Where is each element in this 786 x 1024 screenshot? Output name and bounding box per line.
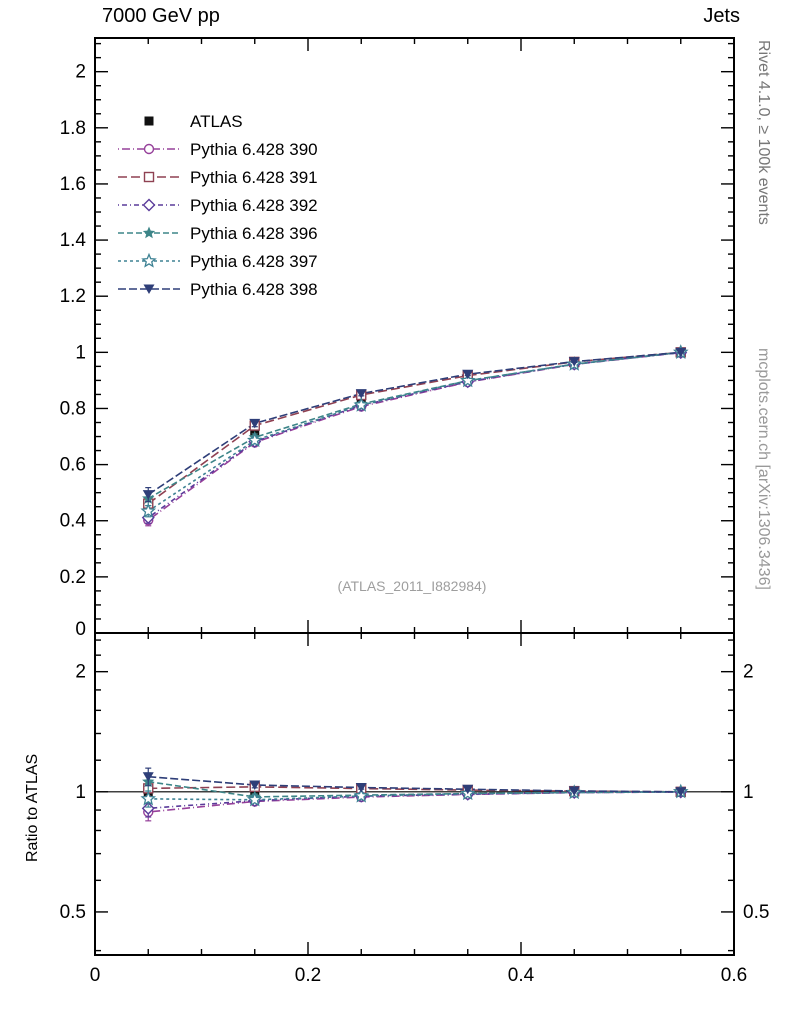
svg-text:0.6: 0.6 bbox=[721, 965, 747, 986]
svg-text:1.4: 1.4 bbox=[60, 230, 87, 251]
svg-text:ATLAS: ATLAS bbox=[190, 112, 243, 131]
svg-text:Pythia 6.428 397: Pythia 6.428 397 bbox=[190, 252, 318, 271]
svg-text:2: 2 bbox=[743, 662, 754, 683]
svg-text:2: 2 bbox=[75, 62, 86, 83]
svg-text:Pythia 6.428 392: Pythia 6.428 392 bbox=[190, 196, 318, 215]
svg-text:Pythia 6.428 391: Pythia 6.428 391 bbox=[190, 168, 318, 187]
analysis-id-watermark: (ATLAS_2011_I882984) bbox=[337, 578, 487, 594]
svg-text:0.6: 0.6 bbox=[60, 455, 86, 476]
svg-text:0: 0 bbox=[90, 965, 101, 986]
svg-text:0: 0 bbox=[75, 619, 86, 640]
svg-text:1: 1 bbox=[743, 782, 754, 803]
svg-text:0.2: 0.2 bbox=[60, 567, 86, 588]
svg-text:2: 2 bbox=[75, 662, 86, 683]
svg-text:Pythia 6.428 396: Pythia 6.428 396 bbox=[190, 224, 318, 243]
svg-text:0.2: 0.2 bbox=[295, 965, 321, 986]
plot-title-process: Jets bbox=[703, 5, 740, 27]
svg-text:0.4: 0.4 bbox=[60, 511, 87, 532]
svg-text:0.5: 0.5 bbox=[743, 902, 769, 923]
svg-text:0.4: 0.4 bbox=[508, 965, 535, 986]
svg-text:1.2: 1.2 bbox=[60, 286, 86, 307]
svg-text:Pythia 6.428 398: Pythia 6.428 398 bbox=[190, 280, 318, 299]
svg-text:1.6: 1.6 bbox=[60, 174, 86, 195]
svg-text:0.8: 0.8 bbox=[60, 398, 86, 419]
svg-text:1.8: 1.8 bbox=[60, 118, 86, 139]
svg-text:1: 1 bbox=[75, 782, 86, 803]
plot-title-beam: 7000 GeV pp bbox=[102, 5, 220, 27]
svg-text:0.5: 0.5 bbox=[60, 902, 86, 923]
svg-text:Pythia 6.428 390: Pythia 6.428 390 bbox=[190, 140, 318, 159]
svg-text:1: 1 bbox=[75, 342, 86, 363]
